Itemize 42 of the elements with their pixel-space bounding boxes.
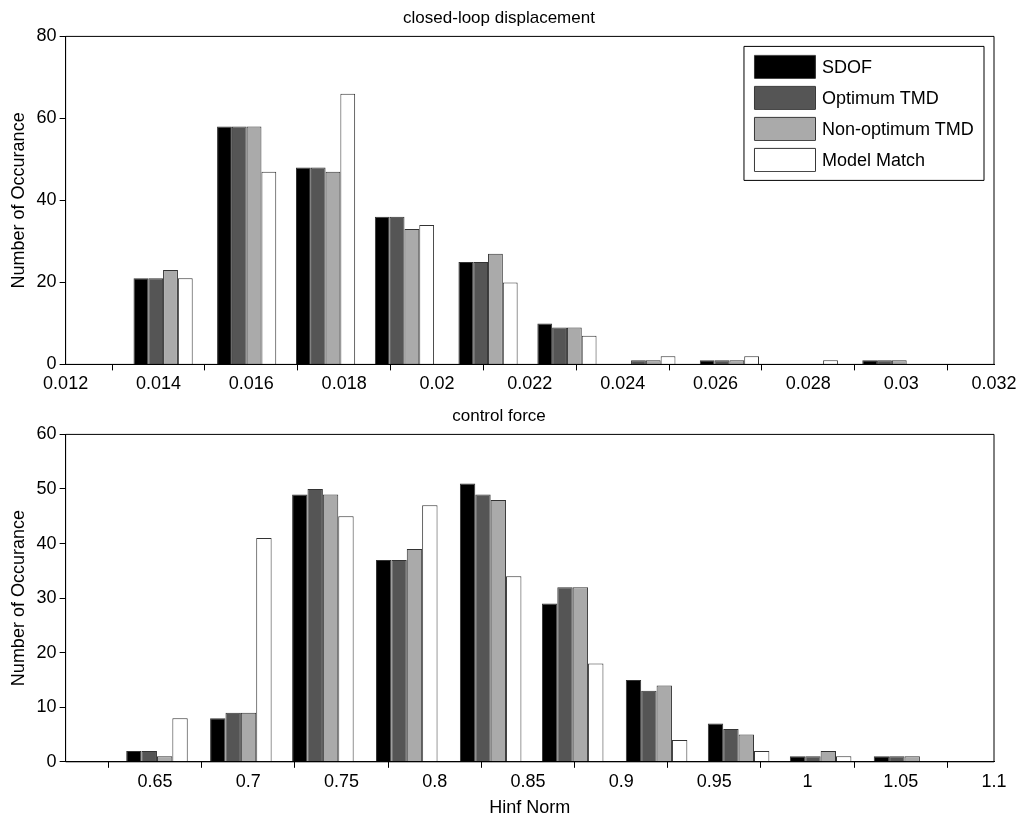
legend-label: SDOF — [821, 56, 872, 77]
x-axis-title: Hinf Norm — [489, 797, 571, 818]
chart-title: closed-loop displacement — [403, 7, 596, 27]
x-tick-label: 0.024 — [600, 373, 646, 394]
x-tick-label: 0.9 — [608, 770, 634, 791]
y-tick-label: 0 — [46, 750, 57, 771]
legend-label: Optimum TMD — [821, 87, 939, 108]
y-axis-title: Number of Occurance — [7, 510, 28, 687]
x-tick-label: 0.02 — [419, 373, 455, 394]
x-tick-label: 0.8 — [422, 770, 448, 791]
x-tick-label: 0.016 — [228, 373, 274, 394]
x-tick-label: 0.65 — [137, 770, 173, 791]
y-tick-label: 0 — [46, 353, 57, 374]
y-tick-label: 30 — [36, 587, 57, 608]
x-tick-label: 1.1 — [981, 770, 1007, 791]
y-tick-label: 40 — [36, 532, 57, 553]
legend-label: Model Match — [821, 149, 926, 170]
y-tick-label: 10 — [36, 696, 57, 717]
x-tick-label: 0.014 — [135, 373, 181, 394]
y-tick-label: 80 — [36, 25, 57, 46]
y-axis-title: Number of Occurance — [7, 112, 28, 289]
y-tick-label: 20 — [36, 271, 57, 292]
x-tick-label: 0.012 — [43, 373, 89, 394]
x-tick-label: 1.05 — [883, 770, 919, 791]
x-tick-label: 0.85 — [510, 770, 546, 791]
x-tick-label: 0.022 — [507, 373, 553, 394]
chart-title: control force — [452, 405, 546, 425]
legend-label: Non-optimum TMD — [821, 118, 974, 139]
x-tick-label: 0.75 — [324, 770, 360, 791]
x-tick-label: 0.95 — [696, 770, 732, 791]
x-tick-label: 0.028 — [785, 373, 831, 394]
y-tick-label: 20 — [36, 641, 57, 662]
y-tick-label: 60 — [36, 107, 57, 128]
x-tick-label: 1 — [802, 770, 813, 791]
x-tick-label: 0.026 — [692, 373, 739, 394]
y-tick-label: 50 — [36, 477, 57, 498]
y-tick-label: 60 — [36, 423, 57, 444]
x-tick-label: 0.018 — [321, 373, 367, 394]
x-tick-label: 0.032 — [971, 373, 1017, 394]
x-tick-label: 0.7 — [235, 770, 261, 791]
y-tick-label: 40 — [36, 189, 57, 210]
x-tick-label: 0.03 — [883, 373, 919, 394]
